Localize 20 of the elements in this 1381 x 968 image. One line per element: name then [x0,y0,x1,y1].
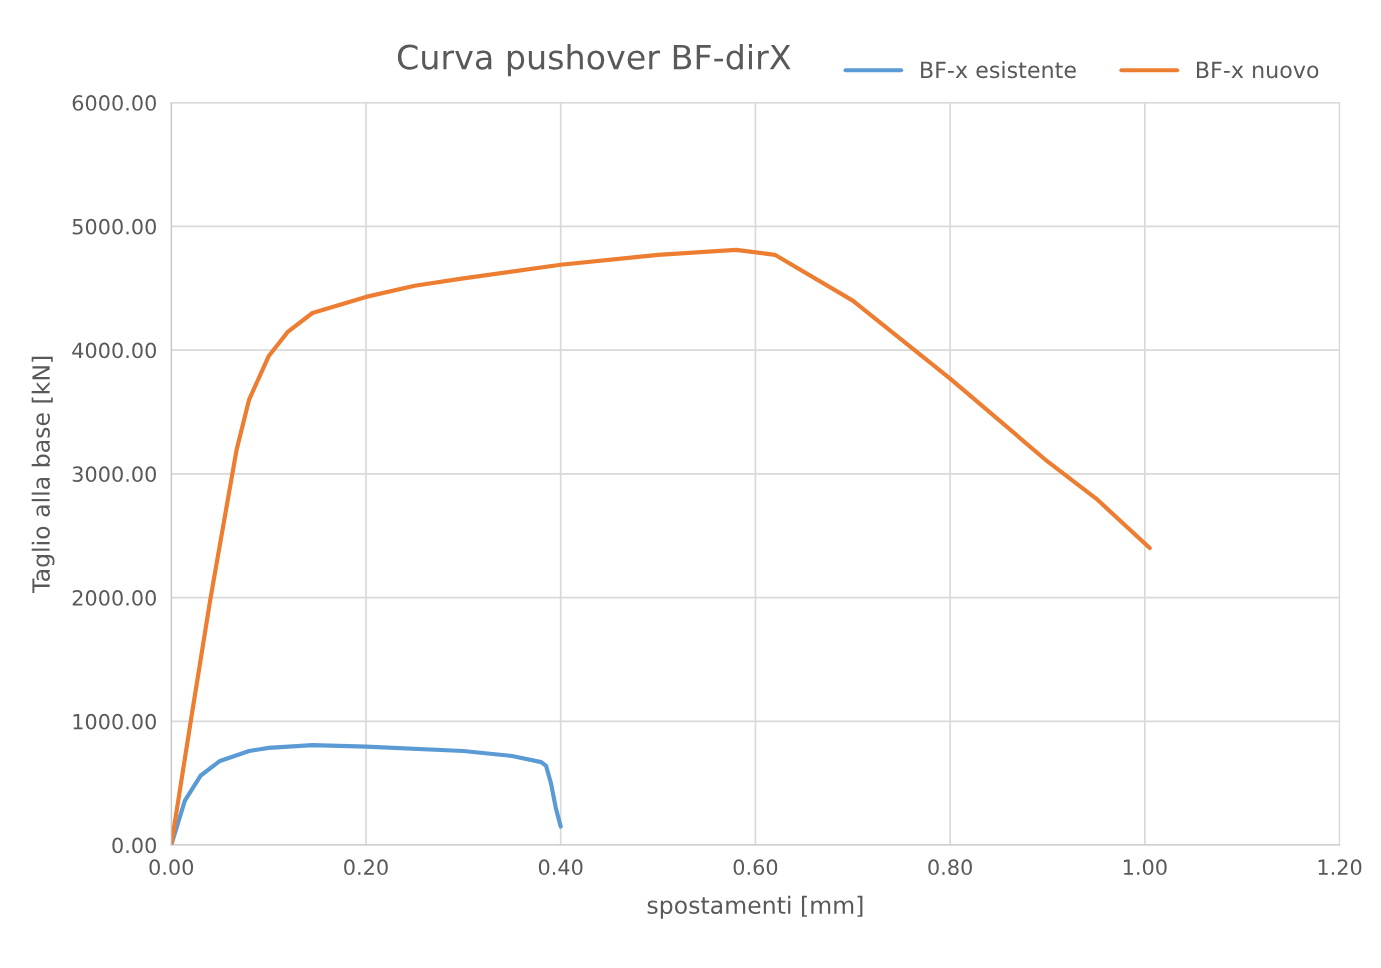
x-tick-label: 1.20 [1318,859,1362,876]
x-tick-label: 0.80 [928,859,972,876]
y-tick-label: 4000.00 [72,342,156,359]
y-tick-label: 2000.00 [72,590,156,606]
y-tick-label: 0.00 [112,837,156,854]
y-tick-label: 5000.00 [72,218,156,235]
y-axis-title: Taglio alla base [kN] [31,356,55,593]
x-tick-label: 0.60 [733,859,778,876]
y-tick-label: 3000.00 [72,466,156,483]
legend-label: BF-x nuovo [1196,61,1319,79]
x-tick-label: 1.00 [1123,859,1167,876]
x-tick-label: 0.00 [149,859,194,876]
line-series [171,247,1152,846]
x-tick-label: 0.20 [344,859,388,876]
chart-title: Curva pushover BF-dirX [397,43,791,77]
y-tick-label: 1000.00 [73,713,156,730]
x-tick-label: 0.40 [538,859,583,876]
legend-label: BF-x esistente [921,61,1076,79]
x-axis-title: spostamenti [mm] [647,895,863,919]
y-tick-label: 6000.00 [72,95,156,111]
